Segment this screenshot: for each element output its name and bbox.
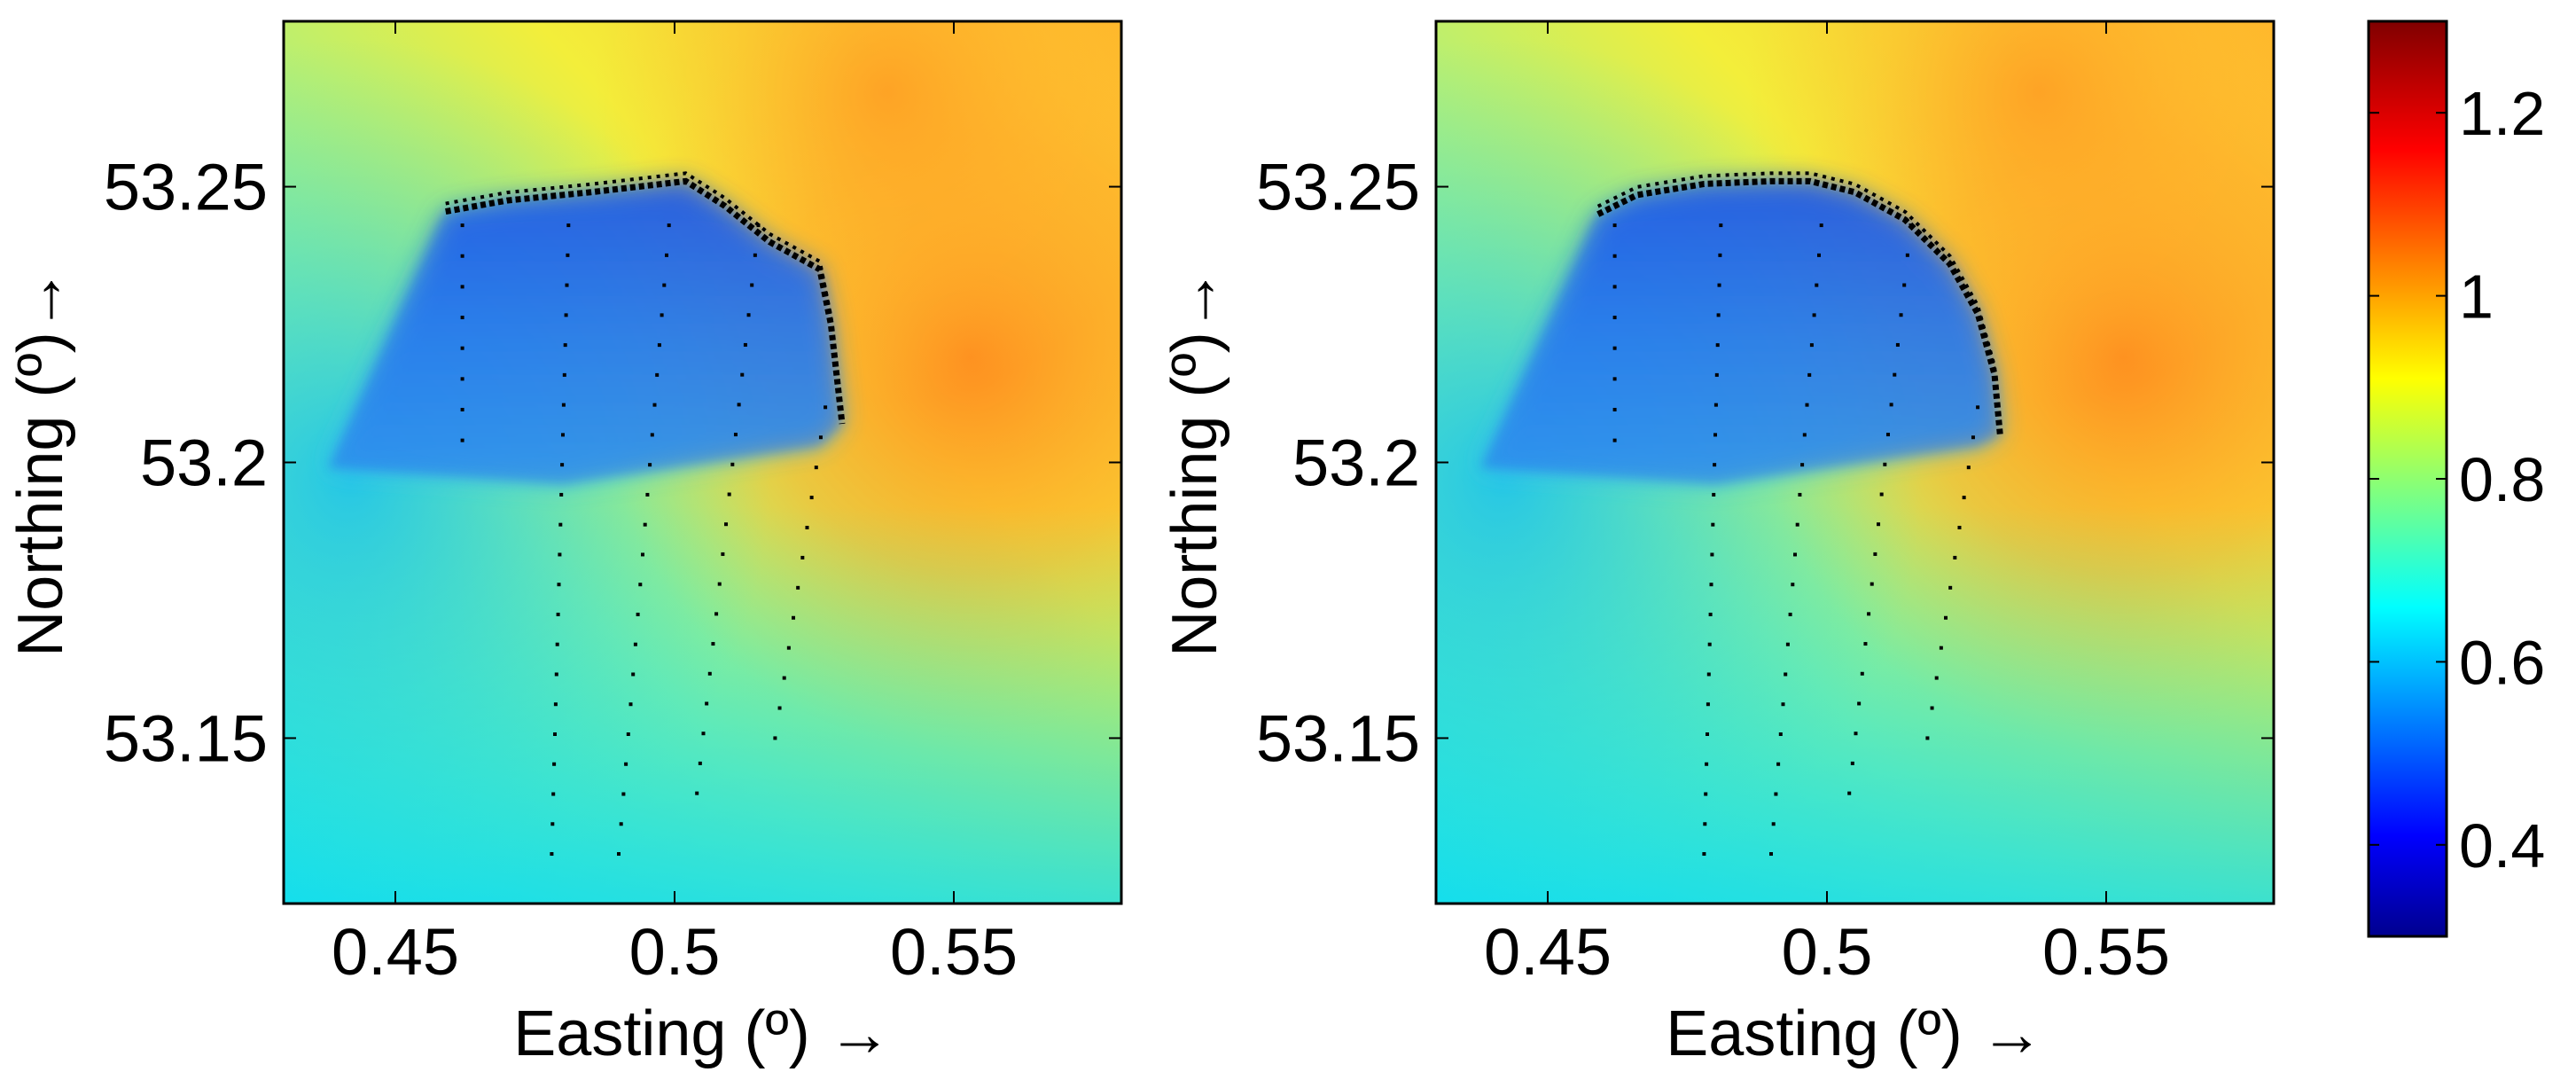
x-tick-label: 0.55 (2042, 915, 2170, 989)
colorbar-tick-label: 0.8 (2459, 445, 2545, 514)
structure-outline (445, 171, 846, 425)
heatmap-field (1436, 21, 2274, 904)
x-tick-label: 0.45 (1484, 915, 1612, 989)
x-axis-label: Easting (º) → (1666, 998, 2043, 1069)
y-tick-label: 53.2 (1292, 427, 1420, 500)
y-tick-label: 53.2 (140, 427, 268, 500)
transect-5 (1925, 405, 1980, 740)
x-tick-label: 0.5 (1782, 915, 1873, 989)
transect-4 (1847, 223, 1913, 795)
x-axis-label: Easting (º) → (513, 998, 891, 1069)
transect-3 (617, 223, 671, 857)
transect-4 (695, 223, 761, 795)
transect-5 (773, 405, 828, 740)
right-panel: 0.45 0.5 0.55 53.15 53.2 53.25 Easting (º) → No… (1159, 20, 2275, 1069)
colorbar-gradient (2369, 21, 2447, 936)
x-tick-label: 0.5 (629, 915, 721, 989)
left-panel: 0.45 0.5 0.55 53.15 53.2 53.25 Easting (º) → No… (5, 20, 1123, 1069)
x-tick-label: 0.55 (890, 915, 1018, 989)
structure-outline (1596, 171, 2003, 435)
transect-1 (1612, 223, 1617, 442)
y-tick-label: 53.15 (1256, 701, 1420, 775)
colorbar-tick-label: 1 (2459, 262, 2494, 332)
y-tick-label: 53.25 (104, 151, 268, 224)
colorbar-tick-label: 0.4 (2459, 811, 2545, 880)
transect-2 (550, 223, 571, 857)
y-tick-label: 53.25 (1256, 151, 1420, 224)
colorbar-tick-label: 1.2 (2459, 79, 2545, 148)
colorbar-tick-label: 0.6 (2459, 628, 2545, 697)
y-tick-label: 53.15 (104, 701, 268, 775)
x-tick-label: 0.45 (332, 915, 459, 989)
colorbar: 0.4 0.6 0.8 1 1.2 (2367, 20, 2545, 938)
heatmap-field (284, 21, 1121, 904)
y-axis-label: Northing (º)→ (1159, 268, 1230, 656)
transect-1 (460, 223, 464, 442)
transect-2 (1702, 223, 1723, 857)
y-axis-label: Northing (º)→ (5, 268, 76, 656)
transect-3 (1769, 223, 1823, 857)
